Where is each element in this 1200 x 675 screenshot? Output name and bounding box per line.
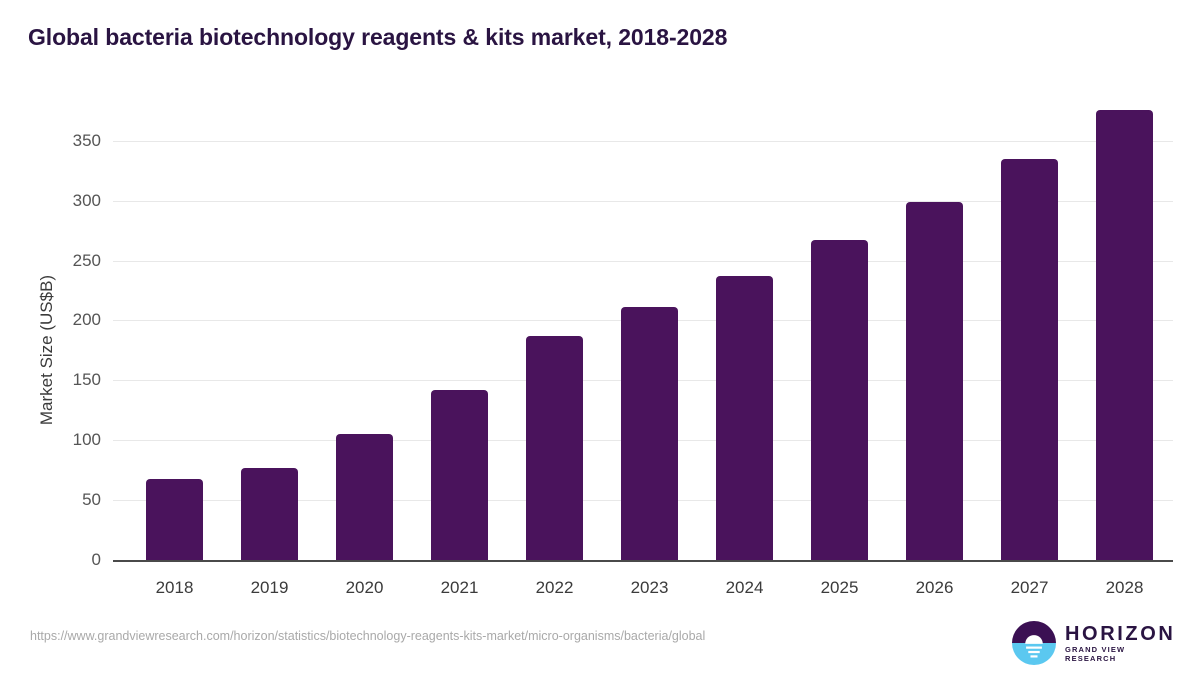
y-tick-label: 100 bbox=[72, 430, 101, 450]
y-tick-label: 250 bbox=[72, 250, 101, 270]
plot-area: Market Size (US$B) 0 50 100 150 200 250 300 350… bbox=[37, 100, 1173, 597]
bar-2021[interactable] bbox=[431, 389, 488, 560]
x-tick-label-2021: 2021 bbox=[440, 578, 479, 597]
x-tick-label-2024: 2024 bbox=[725, 578, 764, 597]
y-tick-label: 300 bbox=[72, 190, 101, 210]
bar-2020[interactable] bbox=[336, 434, 393, 560]
x-tick-label-2022: 2022 bbox=[535, 578, 574, 597]
bar-2018[interactable] bbox=[146, 478, 203, 560]
axis-baseline bbox=[113, 560, 1173, 562]
x-tick-label-2019: 2019 bbox=[250, 578, 289, 597]
bar-2027[interactable] bbox=[1001, 158, 1058, 560]
x-tick-label-2026: 2026 bbox=[915, 578, 954, 597]
x-tick-label-2023: 2023 bbox=[630, 578, 669, 597]
y-axis-title: Market Size (US$B) bbox=[37, 0, 57, 425]
y-tick-label: 350 bbox=[72, 130, 101, 150]
page-title: Global bacteria biotechnology reagents &… bbox=[28, 24, 728, 50]
bar-2024[interactable] bbox=[716, 276, 773, 560]
gridline bbox=[113, 200, 1173, 202]
logo-text: HORIZON GRAND VIEW RESEARCH bbox=[1065, 622, 1176, 663]
bar-2026[interactable] bbox=[906, 201, 963, 560]
source-url[interactable]: https://www.grandviewresearch.com/horizo… bbox=[30, 629, 706, 643]
bar-2023[interactable] bbox=[621, 307, 678, 560]
bar-2019[interactable] bbox=[241, 467, 298, 560]
y-tick-label: 0 bbox=[91, 550, 101, 569]
gridline bbox=[113, 260, 1173, 262]
y-tick-label: 200 bbox=[72, 310, 101, 330]
y-tick-label: 50 bbox=[82, 490, 101, 510]
brand-logo[interactable]: HORIZON GRAND VIEW RESEARCH bbox=[1012, 620, 1174, 666]
bar-2025[interactable] bbox=[811, 240, 868, 560]
x-tick-label-2027: 2027 bbox=[1010, 578, 1049, 597]
bar-2022[interactable] bbox=[526, 335, 583, 560]
y-tick-label: 150 bbox=[72, 370, 101, 390]
horizon-circle-icon bbox=[1012, 621, 1056, 665]
x-tick-label-2018: 2018 bbox=[155, 578, 194, 597]
x-tick-label-2020: 2020 bbox=[345, 578, 384, 597]
x-tick-label-2028: 2028 bbox=[1105, 578, 1144, 597]
logo-tagline: GRAND VIEW RESEARCH bbox=[1065, 644, 1126, 663]
logo-wordmark: HORIZON bbox=[1065, 622, 1176, 645]
x-tick-label-2025: 2025 bbox=[820, 578, 859, 597]
bar-2028[interactable] bbox=[1096, 109, 1153, 560]
gridline bbox=[113, 140, 1173, 142]
